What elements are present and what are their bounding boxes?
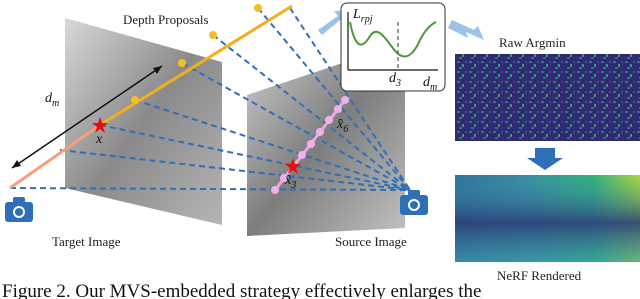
star bbox=[285, 158, 301, 174]
ray bbox=[99, 4, 293, 127]
depth-proposals-label: Depth Proposals bbox=[123, 12, 209, 27]
symbol: x̂ bbox=[284, 173, 292, 188]
symbol: L bbox=[352, 7, 361, 22]
x3-label: x̂3 bbox=[284, 173, 296, 191]
caption: Figure 2. Our MVS-embedded strategy effe… bbox=[2, 281, 481, 299]
subscript: rpj bbox=[361, 14, 373, 25]
d3-label: d3 bbox=[389, 71, 401, 89]
raw-argmin-label: Raw Argmin bbox=[499, 35, 566, 50]
subscript: 3 bbox=[395, 78, 401, 89]
raw-argmin-shade bbox=[455, 54, 640, 141]
source-image-label: Source Image bbox=[335, 234, 407, 249]
flow-arrow bbox=[448, 20, 484, 40]
star bbox=[92, 117, 108, 133]
camera-icon bbox=[5, 197, 33, 222]
symbol: d bbox=[423, 75, 431, 90]
epipolar-points bbox=[271, 96, 349, 194]
camera-icon bbox=[400, 190, 428, 215]
target-image bbox=[65, 18, 222, 225]
depth-points bbox=[131, 4, 262, 104]
target-image-label: Target Image bbox=[52, 234, 121, 249]
symbol: d bbox=[45, 91, 53, 106]
raw-argmin-map bbox=[455, 54, 640, 141]
down-arrow bbox=[527, 148, 563, 170]
x-label: x bbox=[95, 132, 103, 147]
symbol: d bbox=[389, 71, 397, 86]
dm-plot-label: dm bbox=[423, 75, 437, 93]
nerf-rendered-label: NeRF Rendered bbox=[497, 268, 582, 283]
nerf-map-shade bbox=[455, 175, 640, 262]
symbol: x̂ bbox=[336, 117, 344, 132]
subscript: m bbox=[52, 98, 59, 109]
ray bbox=[9, 123, 101, 190]
subscript: 6 bbox=[343, 124, 348, 135]
arrowhead bbox=[12, 160, 21, 168]
projection-lines bbox=[9, 7, 411, 191]
subscript: m bbox=[430, 82, 437, 93]
dm-arrow bbox=[11, 65, 163, 169]
loss-curve bbox=[349, 21, 437, 58]
x6-label: x̂6 bbox=[336, 117, 348, 135]
loss-label: Lrpj bbox=[352, 7, 373, 25]
dm-label: dm bbox=[45, 91, 59, 109]
subscript: 3 bbox=[290, 180, 296, 191]
arrowhead bbox=[153, 66, 162, 74]
